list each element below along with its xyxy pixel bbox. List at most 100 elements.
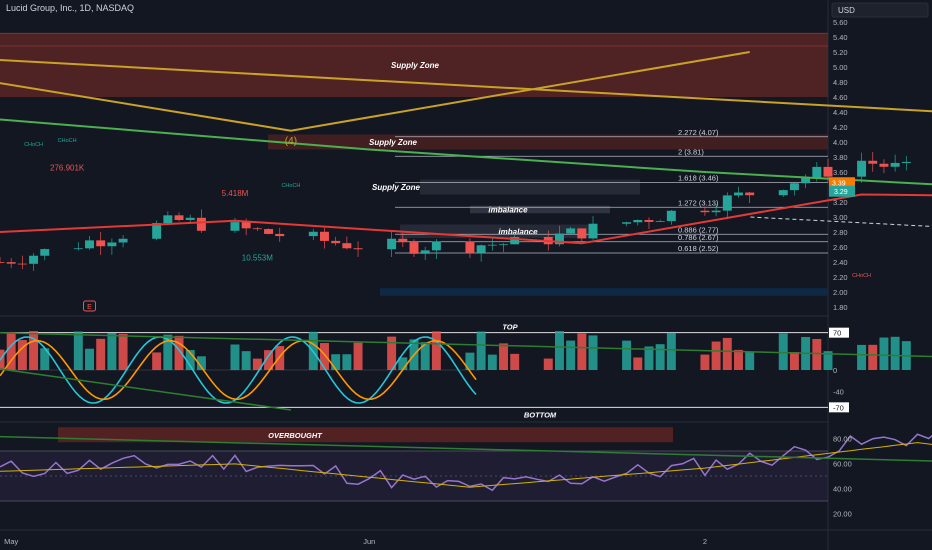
candle-body[interactable] — [823, 166, 833, 177]
osc-histogram-bar[interactable] — [655, 344, 665, 370]
osc-histogram-bar[interactable] — [252, 358, 262, 370]
osc-histogram-bar[interactable] — [734, 349, 743, 370]
osc-histogram-bar[interactable] — [264, 350, 274, 370]
time-axis[interactable]: MayJun2AugSepOctNovDec2025Feb3AprMayJunJ… — [0, 537, 932, 546]
osc-histogram-bar[interactable] — [17, 340, 27, 370]
osc-histogram-bar[interactable] — [0, 349, 5, 370]
elliott-projection-line[interactable] — [0, 48, 932, 292]
osc-histogram-bar[interactable] — [711, 341, 721, 370]
candle-body[interactable] — [711, 210, 721, 213]
candle-body[interactable] — [566, 228, 576, 234]
ema-short-line[interactable] — [0, 180, 932, 259]
osc-histogram-bar[interactable] — [722, 337, 732, 370]
candle-body[interactable] — [152, 223, 162, 239]
osc-histogram-bar[interactable] — [700, 354, 710, 370]
osc-histogram-bar[interactable] — [745, 352, 755, 370]
candle-body[interactable] — [476, 245, 486, 253]
candle-body[interactable] — [879, 163, 889, 167]
candle-body[interactable] — [812, 166, 822, 178]
osc-histogram-bar[interactable] — [387, 336, 397, 370]
osc-histogram-bar[interactable] — [85, 348, 94, 370]
candle-body[interactable] — [230, 222, 240, 231]
osc-histogram-bar[interactable] — [633, 357, 643, 370]
candle-body[interactable] — [6, 262, 16, 264]
osc-histogram-bar[interactable] — [96, 338, 106, 370]
osc-histogram-bar[interactable] — [353, 342, 363, 370]
osc-histogram-bar[interactable] — [487, 354, 497, 370]
osc-histogram-bar[interactable] — [868, 344, 878, 370]
candle-body[interactable] — [510, 236, 520, 245]
osc-fast-line[interactable] — [0, 336, 477, 404]
candle-body[interactable] — [901, 161, 911, 163]
osc-slow-line[interactable] — [0, 339, 477, 401]
candle-body[interactable] — [163, 215, 173, 224]
candle-body[interactable] — [420, 250, 430, 254]
candle-body[interactable] — [331, 240, 341, 244]
candle-body[interactable] — [275, 233, 285, 237]
candle-body[interactable] — [264, 229, 274, 234]
candle-body[interactable] — [868, 160, 878, 164]
osc-histogram-bar[interactable] — [196, 356, 206, 370]
candle-body[interactable] — [185, 217, 195, 220]
candle-body[interactable] — [666, 210, 676, 222]
candle-body[interactable] — [857, 160, 867, 177]
candle-body[interactable] — [398, 238, 408, 243]
candle-body[interactable] — [387, 238, 397, 250]
candle-body[interactable] — [29, 255, 39, 264]
candle-body[interactable] — [644, 220, 654, 222]
currency-selector[interactable] — [831, 2, 929, 18]
candle-body[interactable] — [734, 192, 743, 196]
candle-body[interactable] — [633, 220, 643, 223]
candle-body[interactable] — [308, 231, 318, 237]
osc-histogram-bar[interactable] — [230, 344, 240, 370]
candle-body[interactable] — [252, 228, 262, 230]
osc-histogram-bar[interactable] — [331, 354, 341, 370]
osc-histogram-bar[interactable] — [163, 334, 173, 370]
candle-body[interactable] — [96, 240, 106, 247]
candle-body[interactable] — [801, 177, 811, 184]
osc-histogram-bar[interactable] — [510, 353, 520, 370]
candle-body[interactable] — [722, 195, 732, 211]
osc-histogram-bar[interactable] — [812, 338, 822, 370]
osc-histogram-bar[interactable] — [174, 335, 184, 370]
candle-body[interactable] — [409, 242, 419, 254]
rsi-ma-line[interactable] — [0, 442, 932, 504]
candle-body[interactable] — [554, 233, 564, 245]
candle-body[interactable] — [499, 244, 508, 246]
candle-body[interactable] — [655, 221, 665, 222]
osc-level-tag[interactable] — [829, 402, 849, 413]
candle-body[interactable] — [40, 249, 50, 256]
candle-body[interactable] — [196, 217, 206, 231]
earnings-marker[interactable] — [83, 300, 97, 312]
candle-body[interactable] — [487, 244, 497, 246]
osc-histogram-bar[interactable] — [778, 333, 788, 370]
osc-level-tag[interactable] — [829, 327, 849, 338]
osc-histogram-bar[interactable] — [666, 332, 676, 370]
osc-histogram-bar[interactable] — [476, 331, 486, 370]
osc-histogram-bar[interactable] — [107, 332, 117, 370]
candle-body[interactable] — [73, 248, 83, 250]
candle-body[interactable] — [700, 210, 710, 213]
candle-body[interactable] — [778, 190, 788, 196]
candle-body[interactable] — [622, 222, 632, 224]
osc-histogram-bar[interactable] — [879, 337, 889, 370]
candle-body[interactable] — [17, 263, 27, 265]
osc-histogram-bar[interactable] — [398, 357, 408, 370]
osc-histogram-bar[interactable] — [73, 331, 83, 370]
osc-histogram-bar[interactable] — [241, 351, 251, 370]
osc-histogram-bar[interactable] — [890, 336, 900, 370]
candle-body[interactable] — [0, 262, 5, 263]
current-price-tag[interactable] — [829, 185, 855, 197]
osc-histogram-bar[interactable] — [644, 346, 654, 370]
candle-body[interactable] — [431, 241, 441, 251]
osc-histogram-bar[interactable] — [857, 344, 867, 370]
osc-histogram-bar[interactable] — [789, 352, 799, 370]
candle-body[interactable] — [588, 223, 598, 239]
osc-histogram-bar[interactable] — [29, 331, 39, 370]
osc-histogram-bar[interactable] — [431, 331, 441, 370]
osc-histogram-bar[interactable] — [566, 340, 576, 370]
last-price-tag[interactable] — [829, 177, 855, 189]
osc-histogram-bar[interactable] — [118, 333, 128, 370]
ema-long-line[interactable] — [0, 118, 932, 229]
candle-body[interactable] — [241, 222, 251, 229]
